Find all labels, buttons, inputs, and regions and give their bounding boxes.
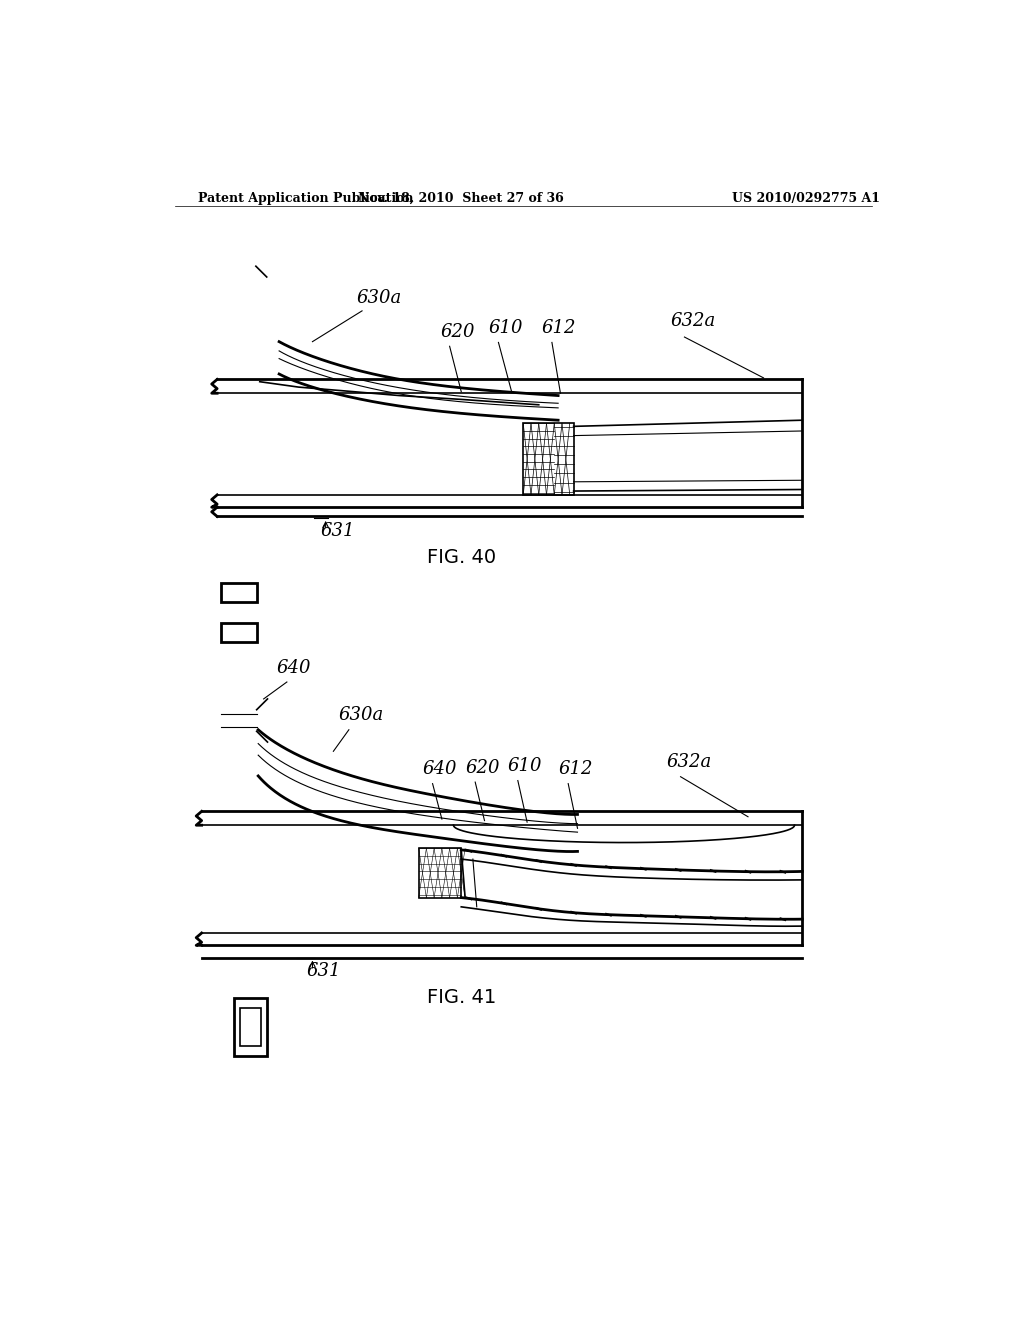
Text: 640: 640 [276,659,311,677]
Text: 631: 631 [321,521,354,540]
Text: 612: 612 [558,760,593,779]
Text: US 2010/0292775 A1: US 2010/0292775 A1 [732,191,881,205]
Text: FIG. 40: FIG. 40 [427,548,496,566]
Text: Nov. 18, 2010  Sheet 27 of 36: Nov. 18, 2010 Sheet 27 of 36 [358,191,564,205]
Text: 610: 610 [488,319,523,337]
Text: 630a: 630a [356,289,401,308]
Text: 612: 612 [542,319,577,337]
Text: 631: 631 [306,962,341,981]
Text: 640: 640 [423,760,457,779]
Text: 632a: 632a [671,313,716,330]
Text: 630a: 630a [339,706,384,725]
Text: 632a: 632a [667,752,712,771]
Text: FIG. 41: FIG. 41 [427,989,496,1007]
Text: 610: 610 [508,758,543,775]
Text: 620: 620 [465,759,500,777]
Text: 620: 620 [440,323,475,341]
Text: Patent Application Publication: Patent Application Publication [198,191,414,205]
